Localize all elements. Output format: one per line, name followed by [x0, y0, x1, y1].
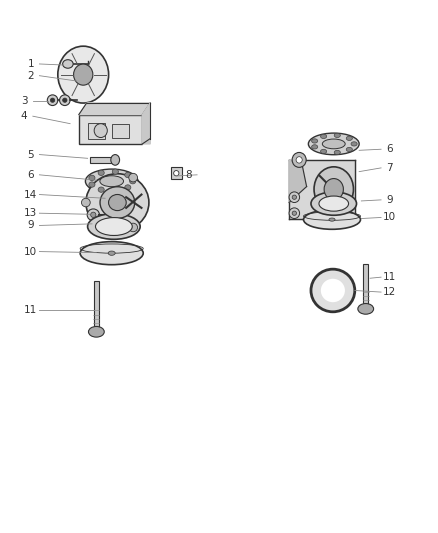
Ellipse shape [100, 187, 135, 219]
Text: 10: 10 [24, 247, 37, 256]
Ellipse shape [74, 64, 93, 85]
Ellipse shape [129, 223, 138, 232]
Ellipse shape [324, 179, 343, 200]
Ellipse shape [311, 192, 357, 215]
Text: 14: 14 [24, 190, 37, 199]
Text: 11: 11 [24, 305, 37, 315]
Ellipse shape [292, 211, 297, 215]
Text: 7: 7 [386, 163, 393, 173]
Ellipse shape [98, 187, 104, 192]
Ellipse shape [98, 170, 104, 175]
Bar [171, 167, 182, 179]
Ellipse shape [289, 208, 300, 219]
Ellipse shape [91, 212, 96, 217]
Ellipse shape [125, 172, 131, 177]
Bar [88, 123, 105, 139]
Ellipse shape [173, 171, 179, 176]
Polygon shape [142, 103, 150, 144]
Ellipse shape [109, 195, 126, 211]
Ellipse shape [87, 209, 99, 221]
Ellipse shape [129, 173, 138, 182]
Ellipse shape [329, 218, 335, 221]
Text: 4: 4 [21, 111, 28, 121]
Ellipse shape [304, 210, 360, 229]
Text: 12: 12 [383, 287, 396, 297]
Text: 9: 9 [27, 221, 34, 230]
Ellipse shape [292, 195, 297, 199]
Ellipse shape [95, 217, 132, 236]
Ellipse shape [63, 60, 73, 68]
Text: 3: 3 [21, 96, 28, 106]
Ellipse shape [334, 133, 340, 138]
Bar [363, 263, 368, 309]
Ellipse shape [308, 133, 359, 155]
Ellipse shape [346, 136, 353, 141]
Ellipse shape [112, 169, 118, 174]
Ellipse shape [125, 185, 131, 190]
Ellipse shape [94, 124, 107, 138]
Ellipse shape [88, 326, 104, 337]
Ellipse shape [47, 95, 58, 106]
Text: 8: 8 [185, 170, 192, 180]
Ellipse shape [319, 196, 349, 211]
Text: 9: 9 [386, 195, 393, 205]
Ellipse shape [85, 169, 138, 193]
Text: 6: 6 [386, 144, 393, 154]
Ellipse shape [81, 198, 90, 207]
Ellipse shape [322, 139, 345, 149]
Ellipse shape [358, 303, 374, 314]
Ellipse shape [88, 214, 140, 239]
Ellipse shape [89, 175, 95, 181]
Ellipse shape [311, 145, 318, 149]
Ellipse shape [311, 139, 318, 143]
Text: 1: 1 [27, 59, 34, 69]
Bar [79, 115, 142, 144]
Ellipse shape [130, 179, 136, 184]
Ellipse shape [50, 98, 55, 102]
Polygon shape [79, 103, 150, 115]
Text: 10: 10 [383, 213, 396, 222]
Text: 6: 6 [27, 170, 34, 180]
Ellipse shape [346, 147, 353, 151]
Ellipse shape [111, 155, 120, 165]
Ellipse shape [314, 167, 353, 212]
Ellipse shape [108, 251, 115, 255]
Polygon shape [289, 160, 355, 219]
Ellipse shape [292, 152, 306, 167]
Ellipse shape [80, 241, 143, 265]
Ellipse shape [63, 98, 67, 102]
Text: 13: 13 [24, 208, 37, 218]
Ellipse shape [321, 279, 345, 302]
Ellipse shape [311, 269, 355, 312]
Text: 5: 5 [27, 150, 34, 159]
Polygon shape [289, 160, 307, 203]
Ellipse shape [86, 174, 149, 231]
Bar [94, 281, 99, 332]
Text: 2: 2 [27, 71, 34, 80]
Bar [112, 124, 129, 138]
Ellipse shape [100, 176, 124, 187]
Ellipse shape [112, 188, 118, 193]
Ellipse shape [351, 142, 357, 146]
Text: 11: 11 [383, 272, 396, 282]
Ellipse shape [321, 149, 327, 154]
Bar [90, 157, 114, 163]
Ellipse shape [289, 192, 300, 203]
Ellipse shape [60, 95, 70, 106]
Ellipse shape [58, 46, 109, 103]
Ellipse shape [321, 134, 327, 139]
Ellipse shape [334, 150, 340, 155]
Ellipse shape [296, 157, 302, 163]
Ellipse shape [89, 182, 95, 187]
